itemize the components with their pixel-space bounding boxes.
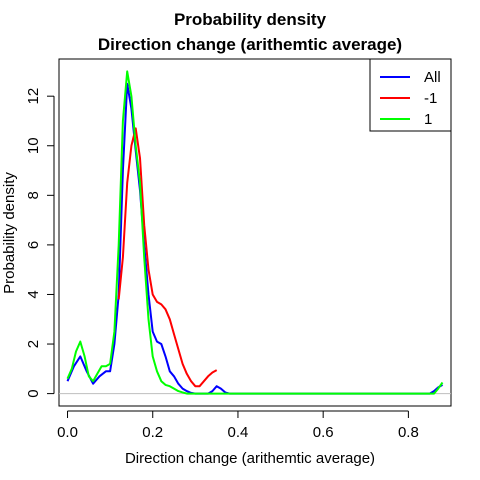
y-axis: 0 2 4 6 8 10 12 (25, 88, 55, 398)
series-layer (66, 70, 444, 395)
series-line-2 (117, 127, 218, 388)
x-tick-label: 0.6 (313, 424, 334, 441)
x-axis: 0.0 0.2 0.4 0.6 0.8 (57, 410, 419, 441)
y-tick-label: 12 (25, 88, 42, 105)
x-tick-label: 0.0 (57, 424, 78, 441)
y-tick-label: 6 (25, 241, 42, 249)
y-tick-label: 10 (25, 137, 42, 154)
y-axis-label: Probability density (1, 172, 18, 294)
series-line-3 (66, 70, 444, 395)
y-tick-label: 8 (25, 191, 42, 199)
legend-label: -1 (424, 90, 437, 107)
legend-label: All (424, 69, 441, 86)
chart-title: Probability density (174, 10, 327, 29)
x-tick-label: 0.4 (228, 424, 249, 441)
x-tick-label: 0.2 (142, 424, 163, 441)
x-tick-label: 0.8 (398, 424, 419, 441)
plot-frame (58, 58, 452, 407)
chart-subtitle: Direction change (arithemtic average) (98, 35, 402, 54)
x-axis-label: Direction change (arithemtic average) (125, 450, 375, 467)
legend-label: 1 (424, 111, 432, 128)
y-tick-label: 4 (25, 290, 42, 298)
y-tick-label: 0 (25, 389, 42, 397)
legend: All -1 1 (369, 58, 452, 132)
y-tick-label: 2 (25, 340, 42, 348)
